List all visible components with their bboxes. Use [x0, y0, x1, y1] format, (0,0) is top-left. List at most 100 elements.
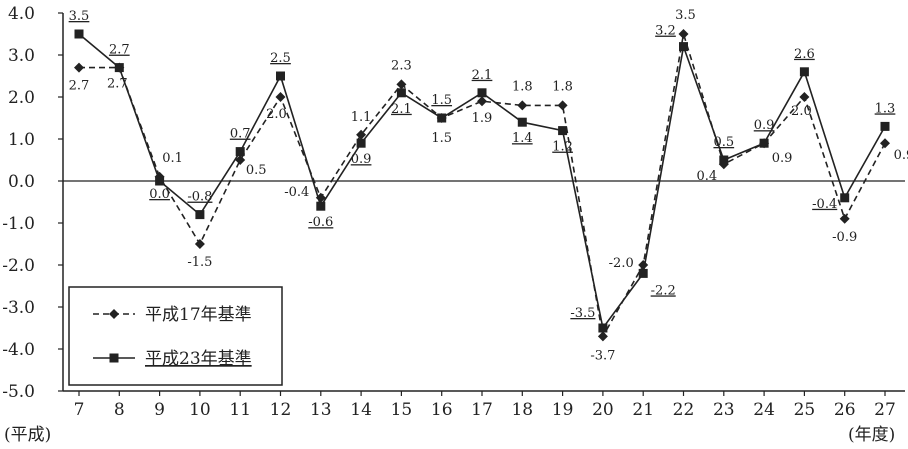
y-tick-label: -2.0 — [2, 256, 35, 276]
diamond-marker — [74, 62, 84, 73]
x-tick-label: 8 — [114, 400, 125, 420]
data-label: 0.5 — [246, 163, 267, 178]
data-label: 2.0 — [266, 107, 287, 122]
square-marker — [598, 323, 608, 333]
data-label: 2.3 — [391, 58, 412, 73]
data-label: 2.6 — [794, 47, 815, 62]
series-layer — [74, 29, 890, 342]
x-axis-unit-right: (年度) — [848, 425, 895, 445]
square-marker — [276, 71, 285, 81]
diamond-marker — [799, 92, 810, 102]
square-marker — [396, 88, 406, 98]
y-tick-label: -3.0 — [2, 298, 35, 318]
square-marker — [477, 88, 487, 98]
x-axis-unit-left: (平成) — [4, 425, 51, 445]
x-tick-label: 16 — [431, 400, 453, 420]
data-label: 1.8 — [552, 79, 573, 94]
y-tick-label: 0.0 — [8, 172, 35, 192]
x-tick-label: 23 — [713, 400, 735, 420]
x-tick-label: 22 — [673, 400, 695, 420]
diamond-marker — [477, 96, 487, 107]
diamond-marker — [557, 100, 568, 111]
data-labels-layer: 2.7 2.7 0.1 -1.5 0.5 2.0 -0.4 1.1 2.3 1.5 1.9 1.8 1.… — [69, 8, 908, 363]
data-label: 3.2 — [655, 24, 676, 39]
diamond-marker — [396, 79, 407, 90]
data-label: 2.1 — [472, 68, 493, 83]
x-tick-label: 25 — [794, 400, 816, 420]
y-tick-label: 2.0 — [8, 88, 35, 108]
data-label: 1.9 — [472, 111, 493, 126]
diamond-marker — [880, 138, 890, 149]
data-label: 0.9 — [772, 151, 793, 166]
data-label: 2.5 — [270, 51, 291, 66]
square-marker — [74, 29, 84, 39]
data-label: -0.4 — [284, 185, 309, 200]
x-tick-label: 21 — [632, 400, 654, 420]
data-label: 3.5 — [675, 8, 696, 23]
x-tick-label: 7 — [74, 400, 85, 420]
x-tick-label: 15 — [391, 400, 413, 420]
diamond-marker — [235, 155, 246, 165]
x-tick-label: 14 — [350, 400, 372, 420]
data-label: 2.7 — [69, 79, 90, 94]
y-tick-label: 3.0 — [8, 46, 35, 66]
data-label: 1.1 — [351, 110, 372, 125]
data-label: 0.5 — [713, 135, 734, 150]
data-label: 0.7 — [230, 127, 251, 142]
legend-label-series-1: 平成17年基準 — [145, 305, 252, 325]
data-label: 2.7 — [107, 77, 128, 92]
x-tick-label: 20 — [592, 400, 614, 420]
x-tick-label: 9 — [154, 400, 165, 420]
x-tick-label: 18 — [511, 400, 533, 420]
square-marker — [759, 138, 769, 148]
diamond-marker — [597, 331, 608, 342]
legend-label-series-2: 平成23年基準 — [145, 349, 252, 369]
x-axis-ticks: 7 8 9 10 11 12 13 14 15 16 17 18 19 20 21 22 23 24 25 26 27 — [74, 391, 896, 420]
square-marker — [719, 155, 729, 165]
square-marker — [316, 201, 326, 211]
x-tick-label: 26 — [834, 400, 856, 420]
data-label: -0.4 — [812, 197, 837, 212]
legend-box — [68, 286, 283, 386]
data-label: 0.4 — [696, 169, 717, 184]
data-label: 1.2 — [552, 140, 573, 155]
series-line-1 — [79, 33, 886, 339]
data-label: 2.0 — [791, 104, 812, 119]
square-marker — [558, 126, 568, 136]
square-marker — [356, 138, 366, 148]
data-label: 0.9 — [894, 148, 908, 163]
y-axis-ticks: 4.0 3.0 2.0 1.0 0.0 -1.0 -2.0 -3.0 -4.0 -5.0 — [2, 4, 63, 402]
square-marker — [437, 113, 447, 123]
diamond-marker — [356, 129, 367, 140]
data-label: -2.0 — [609, 256, 634, 271]
legend: 平成17年基準 平成23年基準 — [68, 286, 283, 386]
x-tick-label: 24 — [753, 400, 775, 420]
diamond-marker — [275, 92, 286, 102]
data-label: 0.9 — [754, 118, 775, 133]
x-tick-label: 27 — [874, 400, 896, 420]
diamond-marker — [839, 213, 850, 224]
diamond-marker — [315, 192, 326, 203]
x-tick-label: 11 — [229, 400, 251, 420]
diamond-marker — [194, 239, 205, 249]
square-marker — [195, 210, 205, 220]
data-label: 1.3 — [875, 101, 896, 116]
x-tick-label: 13 — [310, 400, 332, 420]
data-label: 3.5 — [69, 9, 90, 24]
data-label: -0.8 — [187, 190, 212, 205]
data-label: -1.5 — [187, 255, 212, 270]
data-label: 1.5 — [431, 131, 452, 146]
x-tick-label: 17 — [471, 400, 493, 420]
diamond-marker — [638, 260, 649, 270]
square-marker — [517, 117, 527, 127]
data-label: -3.5 — [570, 306, 595, 321]
square-marker — [638, 268, 648, 278]
x-tick-label: 12 — [270, 400, 292, 420]
data-label: -3.7 — [590, 348, 615, 363]
data-label: 1.8 — [512, 79, 533, 94]
data-label: 2.7 — [109, 43, 130, 58]
legend-diamond-marker — [109, 309, 119, 319]
data-label: 0.0 — [149, 187, 170, 202]
y-tick-label: -1.0 — [2, 214, 35, 234]
